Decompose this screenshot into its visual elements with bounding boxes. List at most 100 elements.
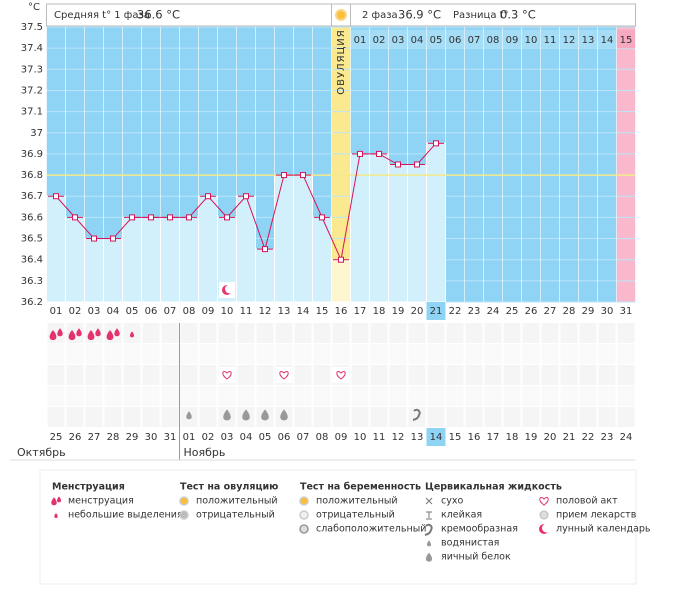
today-box xyxy=(426,302,446,320)
legend-item: кремообразная xyxy=(441,524,518,535)
watery-icon xyxy=(186,411,192,420)
cycle-day: 26 xyxy=(525,306,538,317)
date: 17 xyxy=(487,432,500,443)
symbol-row xyxy=(46,344,636,364)
temperature-bar xyxy=(46,195,66,303)
temperature-bar xyxy=(236,195,256,303)
legend-icon xyxy=(425,497,433,505)
cycle-day: 28 xyxy=(563,306,576,317)
cycle-day: 07 xyxy=(164,306,177,317)
menstruation-icon xyxy=(76,328,82,337)
legend-title: Тест на овуляцию xyxy=(180,482,278,493)
temperature-point xyxy=(91,235,97,242)
temperature-bar xyxy=(160,216,180,303)
y-tick-label: 36.3 xyxy=(21,276,43,287)
temperature-bar xyxy=(331,259,351,303)
y-tick-label: 37.3 xyxy=(21,64,43,75)
menstruation-icon xyxy=(68,330,76,340)
creamy-icon xyxy=(412,408,421,421)
legend-icon xyxy=(299,496,309,506)
phase1-value: 36.6 °C xyxy=(137,8,180,22)
column-bg xyxy=(255,26,275,302)
phase2-day: 11 xyxy=(544,35,557,46)
legend-box xyxy=(39,469,637,585)
date: 22 xyxy=(582,432,595,443)
phase2-day-cell xyxy=(598,30,616,48)
egg-white-icon xyxy=(261,409,269,421)
column-bg xyxy=(502,26,522,302)
date: 29 xyxy=(126,432,139,443)
temperature-bar xyxy=(141,216,161,303)
phase2-day-cell xyxy=(484,30,502,48)
date: 05 xyxy=(259,432,272,443)
column-bg xyxy=(559,26,579,302)
column-bg xyxy=(597,26,617,302)
column-bg xyxy=(445,26,465,302)
temperature-point xyxy=(414,161,420,168)
phase2-value: 36.9 °C xyxy=(398,8,441,22)
legend-item: водянистая xyxy=(441,538,499,549)
cycle-day: 20 xyxy=(411,306,424,317)
phase2-day-cell xyxy=(427,30,445,48)
cycle-day: 23 xyxy=(468,306,481,317)
ovulation-label: ОВУЛЯЦИЯ xyxy=(336,29,347,95)
temperature-bar xyxy=(293,174,313,303)
phase2-day: 13 xyxy=(582,35,595,46)
legend-icon xyxy=(424,523,433,536)
y-tick-label: 37.1 xyxy=(21,107,43,118)
legend-item: клейкая xyxy=(441,510,482,521)
temperature-point xyxy=(129,214,135,221)
temperature-point xyxy=(433,140,439,147)
phase2-day: 12 xyxy=(563,35,576,46)
phase2-day: 10 xyxy=(525,35,538,46)
temperature-point xyxy=(148,214,154,221)
legend-icon xyxy=(54,513,58,518)
diff-value: 0.3 °C xyxy=(500,8,536,22)
cycle-day: 29 xyxy=(582,306,595,317)
phase2-label: 2 фаза xyxy=(362,10,398,21)
legend-item: сухо xyxy=(441,496,463,507)
cycle-day: 25 xyxy=(506,306,519,317)
phase2-day-cell xyxy=(579,30,597,48)
y-tick-label: 37.5 xyxy=(21,22,43,33)
y-unit: °C xyxy=(28,2,40,13)
date: 15 xyxy=(449,432,462,443)
phase2-day: 04 xyxy=(411,35,424,46)
temperature-bar xyxy=(312,216,332,303)
phase2-day: 06 xyxy=(449,35,462,46)
column-bg xyxy=(483,26,503,302)
moon-icon-cut xyxy=(225,284,234,294)
phase2-day: 14 xyxy=(601,35,614,46)
month-label: Октябрь xyxy=(17,446,66,459)
sun-icon xyxy=(335,9,347,21)
symbol-row xyxy=(46,323,636,343)
date: 18 xyxy=(506,432,519,443)
legend-icon xyxy=(51,497,57,506)
temperature-point xyxy=(319,214,325,221)
date: 21 xyxy=(563,432,576,443)
temperature-bar xyxy=(426,142,446,303)
temperature-bar xyxy=(350,153,370,303)
sex-icon xyxy=(222,371,232,380)
temperature-bar xyxy=(122,216,142,303)
legend-icon xyxy=(179,510,189,520)
column-bg xyxy=(578,26,598,302)
cycle-day: 11 xyxy=(240,306,253,317)
phase2-day: 09 xyxy=(506,35,519,46)
y-tick-label: 36.6 xyxy=(21,212,43,223)
legend-title: Тест на беременность xyxy=(300,482,421,493)
temperature-bar xyxy=(103,238,123,303)
menstruation-icon xyxy=(57,328,63,337)
symbol-row xyxy=(46,386,636,406)
temperature-bar xyxy=(84,238,104,303)
temperature-point xyxy=(224,214,230,221)
temperature-point xyxy=(376,150,382,157)
cycle-day: 30 xyxy=(601,306,614,317)
y-tick-label: 36.5 xyxy=(21,234,43,245)
cycle-day: 21 xyxy=(430,306,443,317)
temperature-bar xyxy=(369,153,389,303)
temperature-point xyxy=(395,161,401,168)
cycle-day: 05 xyxy=(126,306,139,317)
menstruation-icon xyxy=(106,330,114,340)
